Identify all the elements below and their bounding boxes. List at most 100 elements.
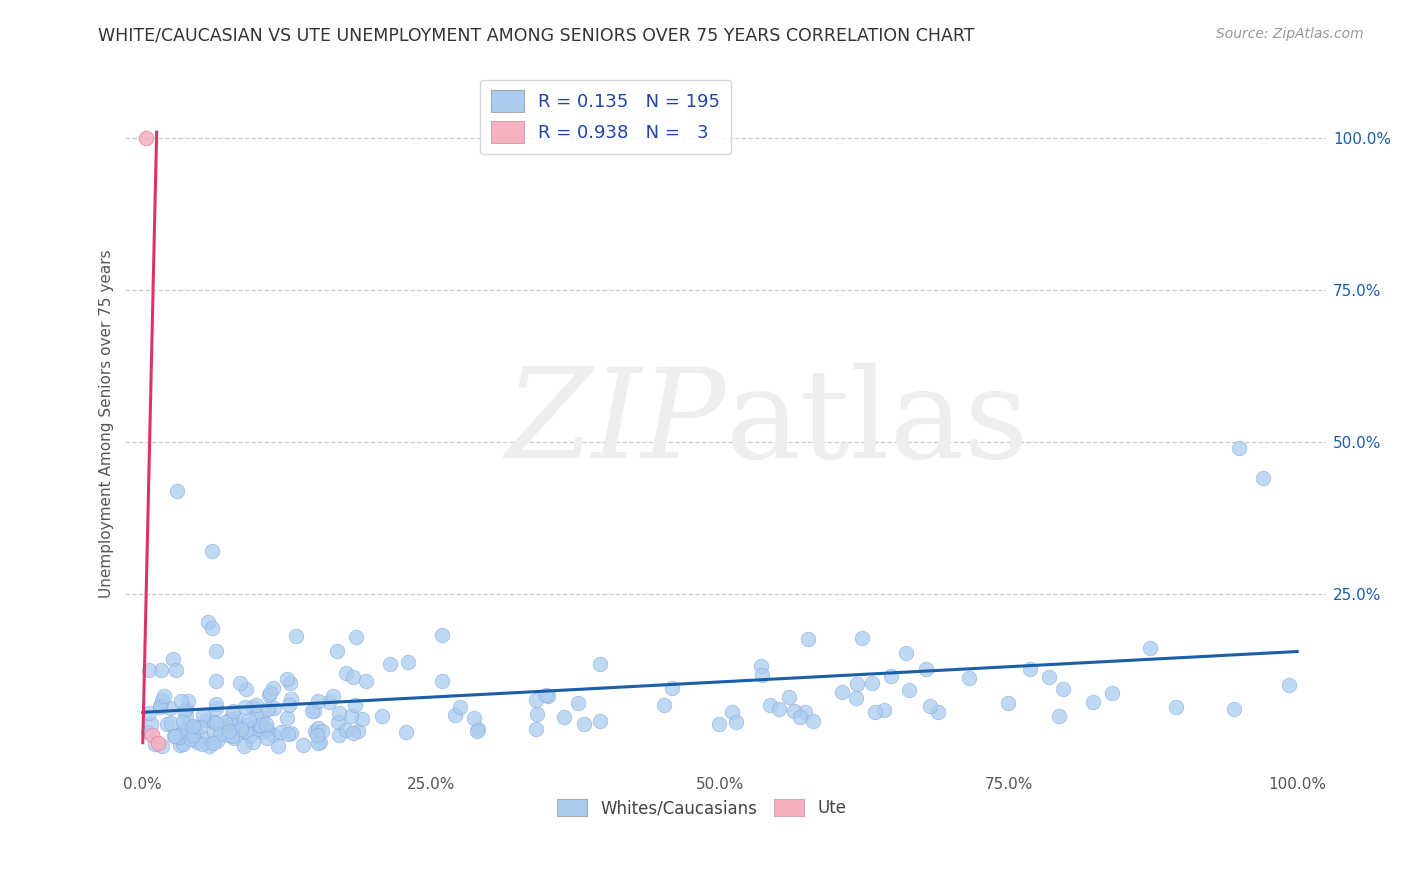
Point: [139, 717, 162, 731]
Point: [277, 698, 299, 713]
Point: [1052, 681, 1074, 696]
Point: [214, 715, 236, 730]
Point: [222, 704, 245, 718]
Point: [894, 646, 917, 660]
Point: [794, 705, 817, 719]
Point: [342, 670, 364, 684]
Point: [166, 483, 188, 498]
Point: [184, 720, 207, 734]
Point: [1251, 471, 1274, 485]
Point: [1019, 662, 1042, 676]
Point: [188, 720, 211, 734]
Legend: Whites/Caucasians, Ute: Whites/Caucasians, Ute: [551, 792, 853, 824]
Point: [257, 688, 280, 702]
Point: [553, 710, 575, 724]
Point: [342, 726, 364, 740]
Point: [1038, 670, 1060, 684]
Point: [205, 715, 228, 730]
Text: ZIP: ZIP: [505, 363, 725, 484]
Point: [181, 719, 204, 733]
Point: [256, 731, 278, 746]
Point: [328, 706, 350, 720]
Point: [305, 728, 328, 742]
Point: [927, 705, 949, 719]
Point: [224, 711, 246, 725]
Point: [194, 713, 217, 727]
Point: [191, 731, 214, 746]
Point: [292, 738, 315, 752]
Point: [246, 722, 269, 736]
Point: [304, 724, 326, 739]
Point: [256, 702, 278, 716]
Point: [276, 711, 298, 725]
Point: [224, 715, 246, 730]
Point: [277, 727, 299, 741]
Point: [233, 699, 256, 714]
Point: [328, 728, 350, 742]
Point: [280, 725, 302, 739]
Point: [1164, 700, 1187, 714]
Point: [256, 722, 278, 736]
Point: [344, 698, 367, 713]
Point: [430, 673, 453, 688]
Point: [229, 676, 252, 690]
Point: [172, 737, 194, 751]
Point: [159, 701, 181, 715]
Point: [235, 723, 257, 738]
Point: [219, 713, 242, 727]
Point: [163, 729, 186, 743]
Point: [311, 724, 333, 739]
Point: [233, 739, 256, 753]
Point: [172, 725, 194, 739]
Point: [177, 694, 200, 708]
Point: [180, 721, 202, 735]
Point: [197, 615, 219, 629]
Point: [162, 652, 184, 666]
Point: [218, 723, 240, 738]
Point: [249, 717, 271, 731]
Point: [1229, 441, 1251, 455]
Point: [136, 725, 159, 739]
Point: [263, 701, 285, 715]
Point: [328, 714, 350, 729]
Point: [301, 704, 323, 718]
Point: [191, 708, 214, 723]
Point: [239, 729, 262, 743]
Point: [259, 685, 281, 699]
Point: [262, 681, 284, 695]
Point: [176, 702, 198, 716]
Point: [245, 709, 267, 723]
Point: [782, 704, 804, 718]
Point: [222, 731, 245, 745]
Point: [309, 735, 332, 749]
Point: [141, 728, 163, 742]
Point: [146, 736, 169, 750]
Point: [801, 714, 824, 728]
Point: [371, 709, 394, 723]
Point: [165, 663, 187, 677]
Point: [574, 716, 596, 731]
Point: [242, 735, 264, 749]
Point: [654, 698, 676, 712]
Point: [138, 663, 160, 677]
Point: [149, 699, 172, 714]
Point: [262, 728, 284, 742]
Point: [156, 717, 179, 731]
Point: [307, 694, 329, 708]
Point: [221, 729, 243, 743]
Point: [526, 707, 548, 722]
Point: [444, 708, 467, 723]
Point: [173, 704, 195, 718]
Point: [278, 675, 301, 690]
Point: [173, 723, 195, 737]
Point: [250, 709, 273, 723]
Point: [860, 675, 883, 690]
Point: [152, 689, 174, 703]
Point: [1047, 708, 1070, 723]
Point: [898, 683, 921, 698]
Point: [181, 729, 204, 743]
Point: [449, 699, 471, 714]
Point: [957, 672, 980, 686]
Point: [768, 702, 790, 716]
Point: [318, 695, 340, 709]
